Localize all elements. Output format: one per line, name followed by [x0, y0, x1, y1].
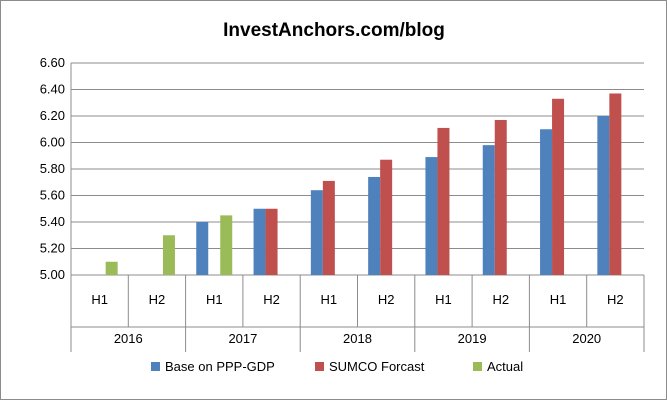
y-tick-label: 5.00	[40, 267, 65, 282]
legend: Base on PPP-GDP SUMCO Forcast Actual	[151, 359, 523, 374]
bar	[196, 222, 209, 275]
bar	[597, 116, 610, 275]
bar	[552, 98, 565, 276]
y-tick-label: 5.20	[40, 241, 65, 256]
x-tick-label: H2	[263, 292, 280, 307]
legend-swatch	[473, 362, 482, 371]
x-tick-label: H1	[206, 292, 223, 307]
y-tick-label: 6.20	[40, 108, 65, 123]
axes: 5.00 5.20 5.40 5.60 5.80 6.00 6.20 6.40 6.60 H1 H2…	[40, 55, 645, 352]
bar	[265, 208, 278, 275]
bar	[380, 159, 393, 275]
y-tick-label: 6.00	[40, 135, 65, 150]
x-tick-label: H1	[321, 292, 338, 307]
x-tick-label: H2	[492, 292, 509, 307]
x-tick-label: H1	[550, 292, 567, 307]
bar	[253, 208, 266, 275]
x-tick-label: H2	[378, 292, 395, 307]
x-group-label: 2019	[458, 331, 487, 346]
bar	[437, 127, 450, 275]
legend-label: Actual	[487, 359, 523, 374]
y-tick-label: 6.60	[40, 55, 65, 70]
bar	[322, 180, 335, 275]
legend-swatch	[151, 362, 160, 371]
bar	[494, 119, 507, 275]
y-tick-label: 5.60	[40, 188, 65, 203]
x-group-label: 2020	[572, 331, 601, 346]
x-tick-label: H1	[435, 292, 452, 307]
legend-label: SUMCO Forcast	[329, 359, 425, 374]
bar	[105, 261, 118, 275]
bars	[105, 93, 622, 276]
x-group-label: 2017	[228, 331, 257, 346]
bar	[425, 157, 438, 275]
legend-label: Base on PPP-GDP	[165, 359, 275, 374]
legend-swatch	[315, 362, 324, 371]
x-tick-label: H1	[91, 292, 108, 307]
bar	[220, 215, 233, 275]
bar	[310, 190, 323, 275]
chart-title: InvestAnchors.com/blog	[223, 20, 445, 41]
x-tick-label: H2	[607, 292, 624, 307]
bar	[368, 176, 381, 275]
bar	[162, 235, 175, 275]
bar	[540, 129, 553, 275]
bar	[482, 145, 495, 275]
x-group-label: 2018	[343, 331, 372, 346]
x-group-label: 2016	[114, 331, 143, 346]
y-tick-label: 5.80	[40, 161, 65, 176]
x-tick-label: H2	[149, 292, 166, 307]
bar	[609, 93, 622, 275]
y-tick-label: 5.40	[40, 214, 65, 229]
y-tick-label: 6.40	[40, 82, 65, 97]
